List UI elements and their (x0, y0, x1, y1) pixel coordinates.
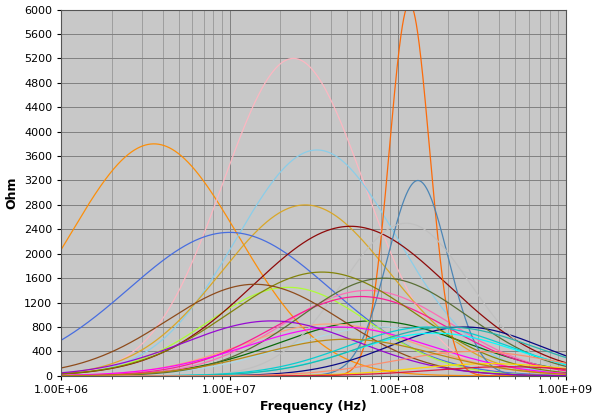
Y-axis label: Ohm: Ohm (5, 176, 19, 209)
X-axis label: Frequency (Hz): Frequency (Hz) (260, 401, 367, 414)
